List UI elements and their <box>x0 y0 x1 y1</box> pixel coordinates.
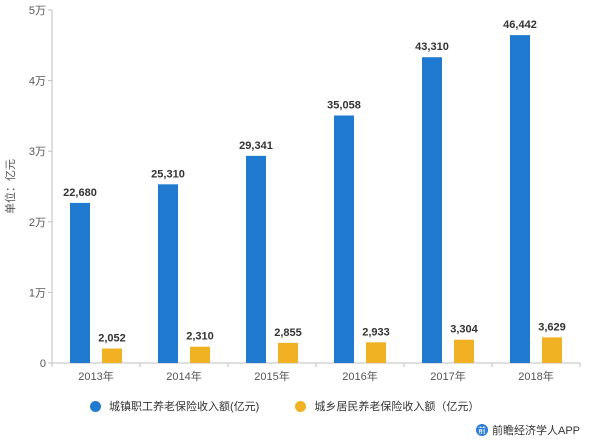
y-tick-label: 3万 <box>29 146 46 158</box>
bar-urban <box>510 35 530 364</box>
y-tick-label: 0 <box>40 358 46 370</box>
data-label: 22,680 <box>63 187 97 199</box>
legend-swatch-urban <box>90 400 101 412</box>
legend-swatch-rural <box>295 400 307 412</box>
data-label: 29,341 <box>239 140 273 152</box>
bar-urban <box>246 155 266 363</box>
data-label: 2,052 <box>98 333 126 345</box>
data-label: 2,855 <box>274 327 302 339</box>
data-label: 43,310 <box>415 41 449 53</box>
bar-urban <box>158 184 178 363</box>
bar-urban <box>422 57 442 364</box>
x-tick-label: 2016年 <box>342 369 377 383</box>
x-tick-label: 2013年 <box>78 369 113 383</box>
y-tick-label: 2万 <box>29 217 46 229</box>
legend-label-urban: 城镇职工养老保险收入额(亿元) <box>109 401 260 413</box>
bar-rural <box>278 342 298 363</box>
bar-rural <box>454 339 474 363</box>
bar-rural <box>102 348 122 363</box>
y-tick-label: 1万 <box>29 287 46 299</box>
data-label: 3,629 <box>538 321 566 333</box>
y-tick-label: 4万 <box>29 76 46 88</box>
y-tick-label: 5万 <box>29 5 46 17</box>
app-logo-icon: 前 <box>475 424 488 436</box>
x-tick-label: 2018年 <box>518 369 553 383</box>
data-label: 2,933 <box>362 326 390 338</box>
bar-urban <box>334 115 354 364</box>
bar-rural <box>190 346 210 363</box>
legend-item-urban: 城镇职工养老保险收入额(亿元) <box>90 398 259 414</box>
source-credit: 前 前瞻经济学人APP <box>475 422 580 438</box>
x-tick-label: 2014年 <box>166 369 201 383</box>
y-axis-title: 单位：亿元 <box>3 159 17 214</box>
legend-label-rural: 城乡居民养老保险收入额（亿元） <box>314 401 480 413</box>
source-text: 前瞻经济学人APP <box>491 425 580 437</box>
data-label: 25,310 <box>151 168 185 180</box>
legend-item-rural: 城乡居民养老保险收入额（亿元） <box>295 398 479 414</box>
data-label: 35,058 <box>327 99 361 111</box>
x-tick-label: 2015年 <box>254 369 289 383</box>
bar-urban <box>70 202 90 363</box>
bar-rural <box>366 342 386 363</box>
data-label: 3,304 <box>450 324 478 336</box>
bar-rural <box>542 337 562 363</box>
x-tick-label: 2017年 <box>430 369 465 383</box>
legend: 城镇职工养老保险收入额(亿元) 城乡居民养老保险收入额（亿元） <box>90 398 479 414</box>
data-label: 2,310 <box>186 331 214 343</box>
data-label: 46,442 <box>503 19 537 31</box>
